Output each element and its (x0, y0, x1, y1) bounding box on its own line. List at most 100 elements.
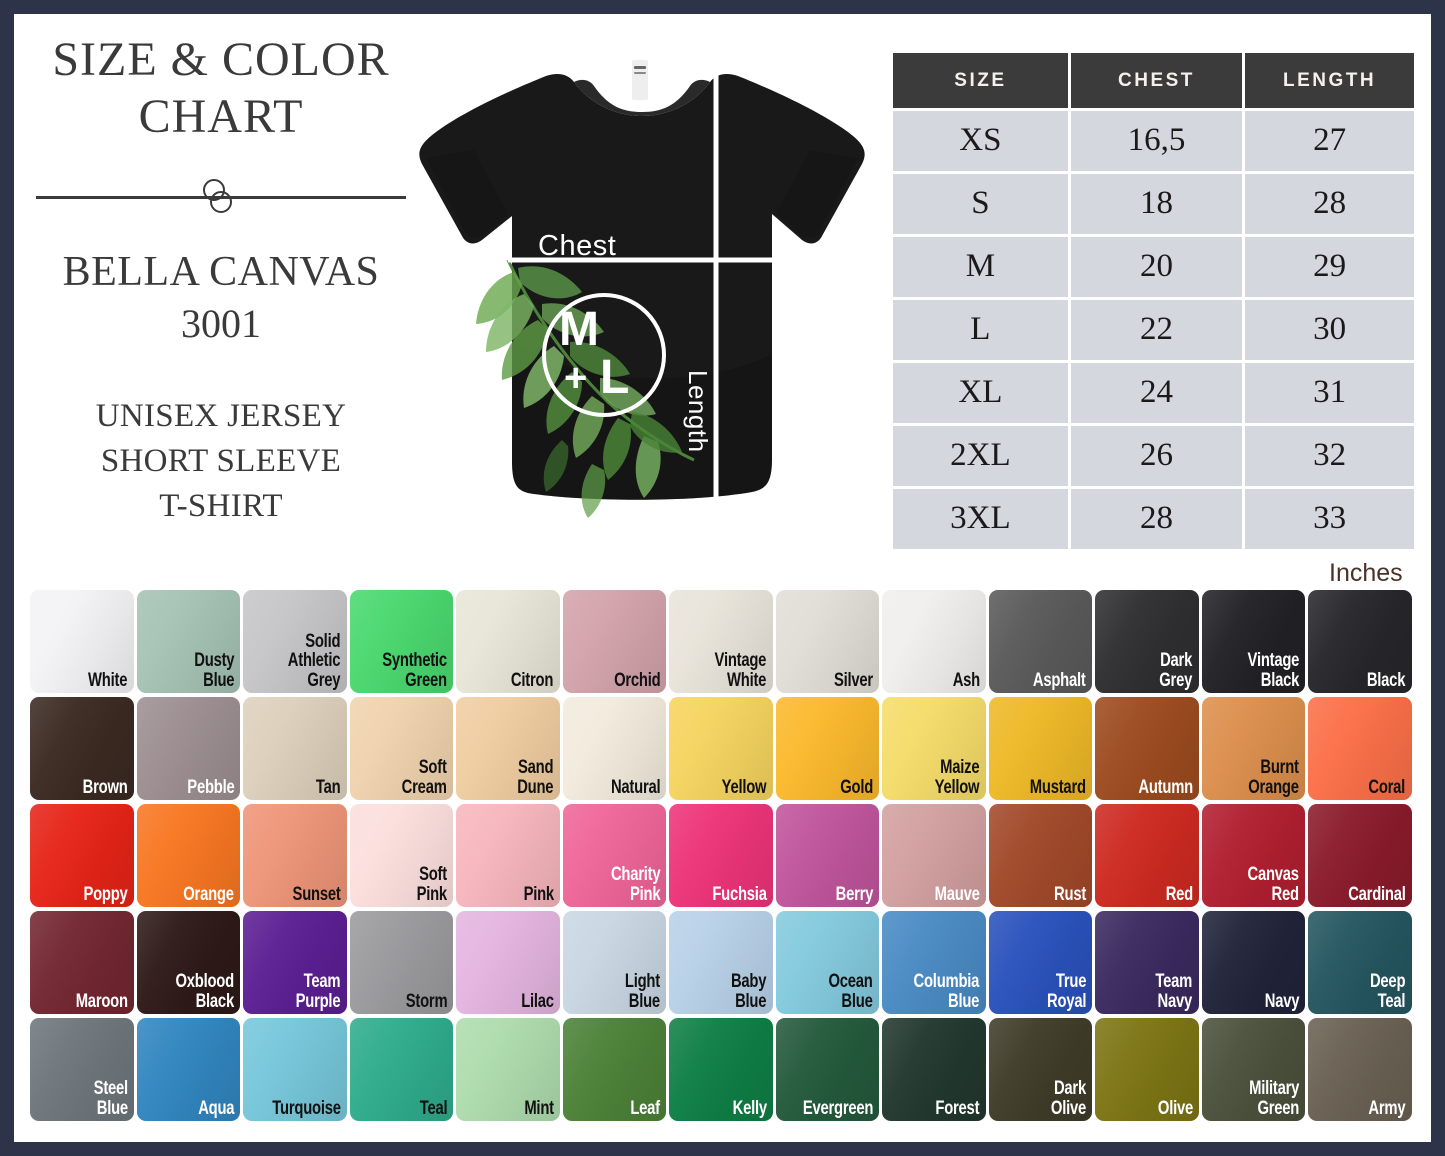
color-swatch-turquoise[interactable]: Turquoise (243, 1018, 347, 1121)
color-swatch-leaf[interactable]: Leaf (562, 1018, 666, 1121)
color-swatch-solid-athletic-grey[interactable]: Solid Athletic Grey (243, 590, 347, 693)
color-swatch-dusty-blue[interactable]: Dusty Blue (136, 590, 240, 693)
color-swatch-army[interactable]: Army (1308, 1018, 1412, 1121)
color-swatch-synthetic-green[interactable]: Synthetic Green (349, 590, 453, 693)
color-swatch-orchid[interactable]: Orchid (562, 590, 666, 693)
color-swatch-natural[interactable]: Natural (562, 697, 666, 800)
color-swatch-team-purple[interactable]: Team Purple (243, 911, 347, 1014)
color-swatch-maize-yellow[interactable]: Maize Yellow (882, 697, 986, 800)
swatch-label: Dusty Blue (193, 650, 234, 691)
product-description: UNISEX JERSEY SHORT SLEEVE T-SHIRT (30, 394, 412, 528)
color-swatch-rust[interactable]: Rust (988, 804, 1092, 907)
color-swatch-canvas-red[interactable]: Canvas Red (1201, 804, 1305, 907)
color-swatch-lilac[interactable]: Lilac (456, 911, 560, 1014)
color-swatch-sunset[interactable]: Sunset (243, 804, 347, 907)
color-swatch-poppy[interactable]: Poppy (30, 804, 134, 907)
chest-measure-label: Chest (538, 230, 617, 262)
swatch-label: True Royal (1046, 971, 1086, 1012)
color-swatch-maroon[interactable]: Maroon (30, 911, 134, 1014)
swatch-label: Mustard (1029, 776, 1086, 798)
color-swatch-forest[interactable]: Forest (882, 1018, 986, 1121)
color-swatch-silver[interactable]: Silver (775, 590, 879, 693)
size-cell: M (893, 237, 1068, 297)
color-swatch-baby-blue[interactable]: Baby Blue (669, 911, 773, 1014)
swatch-label: Black (1367, 669, 1406, 691)
color-swatch-vintage-white[interactable]: Vintage White (669, 590, 773, 693)
brand-model: 3001 (181, 301, 261, 347)
color-swatch-mauve[interactable]: Mauve (882, 804, 986, 907)
ml-logo-bottom: L (600, 351, 630, 404)
color-swatch-pink[interactable]: Pink (456, 804, 560, 907)
color-swatch-coral[interactable]: Coral (1308, 697, 1412, 800)
color-swatch-autumn[interactable]: Autumn (1095, 697, 1199, 800)
color-swatch-kelly[interactable]: Kelly (669, 1018, 773, 1121)
title-column: SIZE & COLOR CHART BELLA CANVAS 3001 UNI… (30, 32, 412, 528)
swatch-label: Teal (419, 1097, 447, 1119)
swatch-label: Pink (523, 883, 554, 905)
color-swatch-navy[interactable]: Navy (1201, 911, 1305, 1014)
color-swatch-teal[interactable]: Teal (349, 1018, 453, 1121)
color-swatch-asphalt[interactable]: Asphalt (988, 590, 1092, 693)
color-swatch-steel-blue[interactable]: Steel Blue (30, 1018, 134, 1121)
color-swatch-team-navy[interactable]: Team Navy (1095, 911, 1199, 1014)
swatch-label: Autumn (1137, 776, 1193, 798)
product-description-line2: SHORT SLEEVE (100, 443, 342, 480)
color-swatch-burnt-orange[interactable]: Burnt Orange (1201, 697, 1305, 800)
swatch-label: Columbia Blue (913, 971, 980, 1012)
color-swatch-gold[interactable]: Gold (775, 697, 879, 800)
color-swatch-dark-olive[interactable]: Dark Olive (988, 1018, 1092, 1121)
column-header-chest: CHEST (1070, 53, 1243, 108)
swatch-label: Ash (952, 669, 980, 691)
color-swatch-ocean-blue[interactable]: Ocean Blue (775, 911, 879, 1014)
swatch-label: Gold (840, 776, 873, 798)
swatch-label: Tan (315, 776, 341, 798)
swatch-label: Solid Athletic Grey (288, 630, 341, 691)
color-swatch-columbia-blue[interactable]: Columbia Blue (882, 911, 986, 1014)
color-swatch-soft-pink[interactable]: Soft Pink (349, 804, 453, 907)
swatch-label: Burnt Orange (1248, 757, 1300, 798)
color-swatch-mint[interactable]: Mint (456, 1018, 560, 1121)
color-swatch-black[interactable]: Black (1308, 590, 1412, 693)
color-swatch-mustard[interactable]: Mustard (988, 697, 1092, 800)
color-swatch-charity-pink[interactable]: Charity Pink (562, 804, 666, 907)
color-swatch-white[interactable]: White (30, 590, 134, 693)
color-swatch-sand-dune[interactable]: Sand Dune (456, 697, 560, 800)
color-swatch-aqua[interactable]: Aqua (136, 1018, 240, 1121)
page-title: SIZE & COLOR CHART (30, 32, 412, 145)
color-swatch-citron[interactable]: Citron (456, 590, 560, 693)
color-swatch-soft-cream[interactable]: Soft Cream (349, 697, 453, 800)
page-title-line1: SIZE & COLOR (52, 33, 390, 86)
color-swatch-evergreen[interactable]: Evergreen (775, 1018, 879, 1121)
color-swatch-tan[interactable]: Tan (243, 697, 347, 800)
color-swatch-military-green[interactable]: Military Green (1201, 1018, 1305, 1121)
swatch-label: Vintage White (714, 650, 767, 691)
color-swatch-olive[interactable]: Olive (1095, 1018, 1199, 1121)
color-swatch-oxblood-black[interactable]: Oxblood Black (136, 911, 240, 1014)
color-swatch-brown[interactable]: Brown (30, 697, 134, 800)
color-swatch-pebble[interactable]: Pebble (136, 697, 240, 800)
chart-canvas: SIZE & COLOR CHART BELLA CANVAS 3001 UNI… (14, 14, 1431, 1142)
swatch-label: Brown (82, 776, 128, 798)
color-swatch-berry[interactable]: Berry (775, 804, 879, 907)
color-swatch-dark-grey[interactable]: Dark Grey (1095, 590, 1199, 693)
color-swatch-orange[interactable]: Orange (136, 804, 240, 907)
size-cell: L (893, 300, 1068, 360)
ml-logo-top: M (559, 303, 599, 356)
color-swatch-fuchsia[interactable]: Fuchsia (669, 804, 773, 907)
swatch-label: Leaf (630, 1097, 660, 1119)
color-swatch-yellow[interactable]: Yellow (669, 697, 773, 800)
color-swatch-light-blue[interactable]: Light Blue (562, 911, 666, 1014)
color-swatch-vintage-black[interactable]: Vintage Black (1201, 590, 1305, 693)
swatch-row: Maroon Oxblood Black Team Purple Storm Lilac… (30, 911, 1416, 1014)
chest-cell: 28 (1070, 489, 1243, 549)
color-swatch-storm[interactable]: Storm (349, 911, 453, 1014)
color-swatch-cardinal[interactable]: Cardinal (1308, 804, 1412, 907)
color-swatch-red[interactable]: Red (1095, 804, 1199, 907)
swatch-label: Deep Teal (1370, 971, 1406, 1012)
divider (30, 169, 412, 225)
swatch-row: Steel Blue Aqua Turquoise Teal Mint Leaf Kelly… (30, 1018, 1416, 1121)
color-swatch-true-royal[interactable]: True Royal (988, 911, 1092, 1014)
page-title-line2: CHART (138, 89, 304, 143)
color-swatch-deep-teal[interactable]: Deep Teal (1308, 911, 1412, 1014)
color-swatch-ash[interactable]: Ash (882, 590, 986, 693)
